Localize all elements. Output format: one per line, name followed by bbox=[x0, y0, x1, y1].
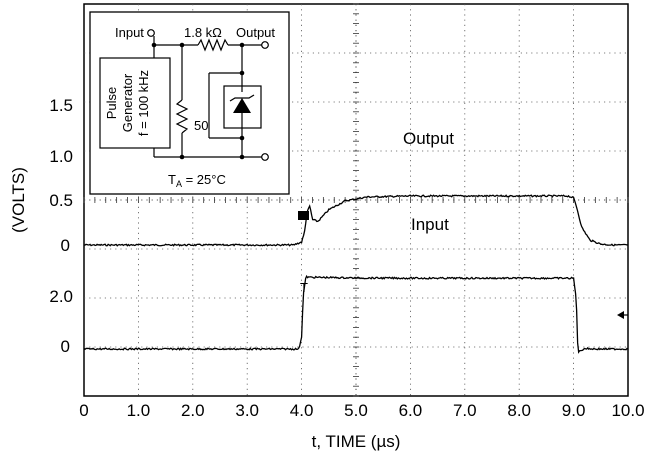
generator-label-line1: Pulse bbox=[104, 87, 119, 120]
input-trace bbox=[83, 274, 629, 354]
y-tick-label: 1.5 bbox=[49, 96, 73, 115]
input-label: Input bbox=[411, 215, 449, 234]
zener-diode-icon bbox=[233, 98, 251, 113]
y-tick-label: 1.0 bbox=[49, 147, 73, 166]
series-resistor-icon bbox=[197, 38, 229, 52]
schematic-input-label: Input bbox=[115, 25, 144, 40]
output-label: Output bbox=[403, 129, 454, 148]
x-tick-label: 2.0 bbox=[181, 401, 205, 420]
y-tick-labels-input: 2.0 0 bbox=[49, 287, 73, 356]
shunt-resistor-icon bbox=[175, 99, 189, 134]
shunt-resistor-label: 50 bbox=[194, 118, 208, 133]
y-tick-labels-output: 1.5 1.0 0.5 0 bbox=[49, 96, 73, 255]
y-tick-label: 2.0 bbox=[49, 287, 73, 306]
x-tick-label: 1.0 bbox=[127, 401, 151, 420]
x-tick-label: 5.0 bbox=[344, 401, 368, 420]
ambient-temperature-label: TA = 25°C bbox=[168, 172, 226, 189]
output-trace bbox=[83, 194, 629, 247]
x-tick-label: 4.0 bbox=[290, 401, 314, 420]
trigger-marker: T bbox=[298, 211, 309, 295]
x-tick-label: 8.0 bbox=[507, 401, 531, 420]
x-tick-label: 7.0 bbox=[453, 401, 477, 420]
y-tick-label: 0.5 bbox=[49, 191, 73, 210]
x-tick-label: 6.0 bbox=[399, 401, 423, 420]
test-circuit-schematic: Input 1.8 kΩ Output Pulse Generator f = … bbox=[89, 11, 290, 195]
y-tick-label: 0 bbox=[61, 236, 70, 255]
y-tick-label: 0 bbox=[61, 337, 70, 356]
generator-label-line2: Generator bbox=[120, 73, 135, 132]
dotted-grid bbox=[83, 3, 629, 397]
generator-label-line3: f = 100 kHz bbox=[136, 70, 151, 136]
x-axis-title: t, TIME (µs) bbox=[312, 432, 401, 451]
series-resistor-label: 1.8 kΩ bbox=[184, 25, 222, 40]
pulse-generator-box bbox=[99, 57, 171, 149]
x-tick-label: 0 bbox=[79, 401, 88, 420]
x-tick-labels: 0 1.0 2.0 3.0 4.0 5.0 6.0 7.0 8.0 9.0 10.0 bbox=[79, 401, 644, 420]
x-tick-label: 3.0 bbox=[235, 401, 259, 420]
svg-text:T: T bbox=[300, 280, 308, 295]
x-tick-label: 10.0 bbox=[611, 401, 644, 420]
schematic-output-label: Output bbox=[236, 25, 275, 40]
y-axis-title: (VOLTS) bbox=[9, 167, 28, 233]
ground-arrow-icon bbox=[617, 311, 628, 319]
x-tick-label: 9.0 bbox=[562, 401, 586, 420]
